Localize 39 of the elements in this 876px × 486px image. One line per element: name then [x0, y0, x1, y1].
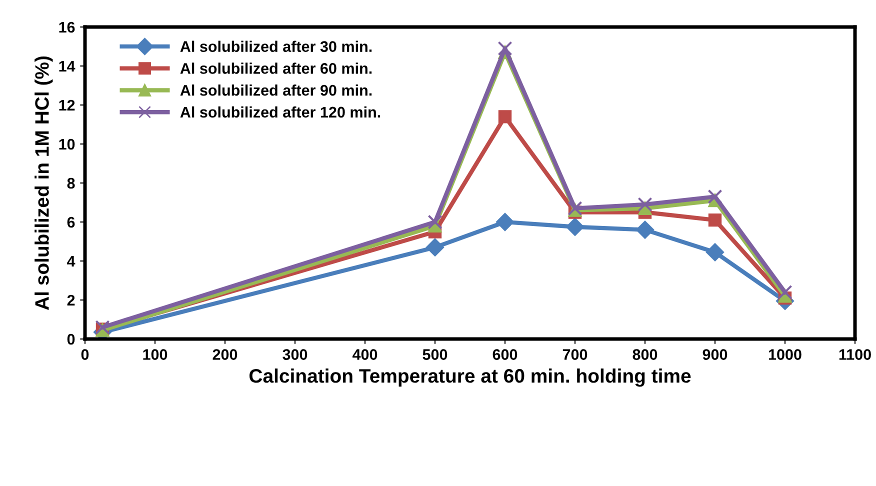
legend-label: Al solubilized after 90 min. [180, 84, 372, 96]
y-tick-label: 16 [59, 22, 75, 33]
y-axis-title: Al solubilized in 1M HCl (%) [34, 56, 53, 310]
x-tick-label: 700 [562, 349, 588, 360]
x-tick-label: 800 [632, 349, 658, 360]
x-tick-label: 400 [352, 349, 378, 360]
x-tick-label: 600 [492, 349, 518, 360]
point [496, 213, 514, 231]
y-tick-label: 14 [59, 61, 76, 72]
point [708, 213, 722, 227]
point [498, 110, 512, 124]
point [566, 218, 584, 236]
point [636, 220, 654, 239]
point [426, 238, 444, 256]
y-tick-label: 10 [59, 138, 75, 150]
x-tick-label: 300 [282, 349, 308, 360]
legend-label: Al solubilized after 60 min. [180, 62, 372, 74]
legend-label: Al solubilized after 30 min. [180, 40, 372, 52]
y-tick-label: 4 [67, 256, 76, 267]
point [638, 197, 652, 212]
x-tick-label: 100 [143, 349, 168, 360]
point [708, 189, 722, 204]
legend-label: Al solubilized after 120 min. [180, 106, 380, 118]
point [706, 243, 724, 262]
y-tick-label: 12 [59, 100, 75, 111]
point [778, 284, 792, 300]
y-tick-label: 0 [67, 334, 75, 345]
x-tick-label: 900 [702, 349, 728, 360]
y-tick-label: 6 [67, 216, 75, 228]
x-axis-title: Calcination Temperature at 60 min. holding time [250, 368, 691, 387]
point [498, 41, 512, 56]
y-tick-label: 2 [67, 294, 75, 306]
x-tick-label: 500 [422, 349, 448, 360]
y-tick-label: 8 [67, 178, 75, 189]
x-tick-label: 1000 [768, 349, 802, 360]
x-tick-label: 0 [81, 349, 89, 360]
x-tick-label: 1100 [839, 349, 871, 360]
x-tick-label: 200 [212, 349, 238, 360]
point [428, 214, 442, 230]
